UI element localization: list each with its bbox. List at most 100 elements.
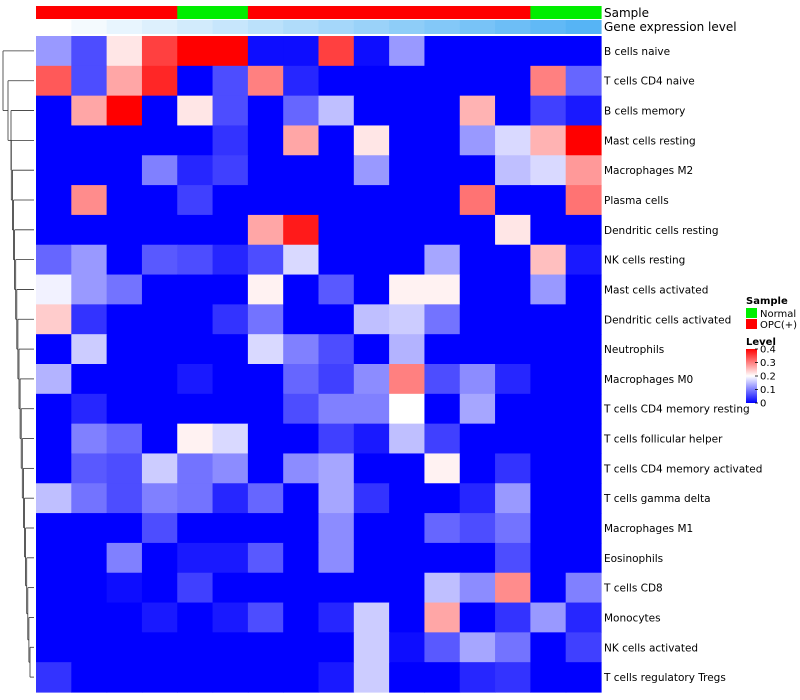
- heatmap-cell: [530, 185, 567, 216]
- heatmap-cell: [106, 662, 143, 693]
- sample-annotation-cell: [141, 6, 178, 19]
- heatmap-cell: [353, 393, 390, 425]
- heatmap-cell: [459, 542, 496, 574]
- heatmap-cell: [353, 244, 390, 276]
- heatmap-cell: [353, 95, 390, 127]
- sample-annotation-label: Sample: [604, 6, 649, 20]
- heatmap-cell: [212, 334, 249, 365]
- heatmap-cell: [530, 274, 567, 305]
- row-label: T cells CD4 memory resting: [603, 404, 750, 416]
- heatmap-cell: [424, 214, 461, 246]
- heatmap-cell: [318, 65, 355, 97]
- heatmap-cell: [247, 572, 284, 604]
- heatmap-cell: [247, 632, 284, 663]
- heatmap-cell: [318, 185, 355, 216]
- heatmap-cell: [389, 513, 426, 544]
- heatmap-cell: [530, 334, 567, 365]
- heatmap-cell: [106, 542, 143, 574]
- heatmap-cell: [141, 65, 178, 97]
- heatmap-cell: [141, 572, 178, 604]
- heatmap-cell: [389, 304, 426, 335]
- sample-annotation-cell: [106, 6, 143, 19]
- heatmap-cell: [459, 393, 496, 425]
- heatmap-cell: [318, 364, 355, 395]
- heatmap-cell: [106, 602, 143, 633]
- heatmap-cell: [389, 36, 426, 67]
- heatmap-cell: [565, 155, 602, 186]
- heatmap-cell: [283, 125, 320, 156]
- heatmap-cell: [141, 125, 178, 156]
- heatmap-cell: [177, 65, 214, 97]
- heatmap-cell: [565, 125, 602, 156]
- heatmap-cell: [530, 65, 567, 97]
- heatmap-cell: [459, 95, 496, 127]
- heatmap-cell: [318, 542, 355, 574]
- heatmap-cell: [565, 95, 602, 127]
- heatmap-cell: [353, 423, 390, 455]
- row-dendrogram: [2, 50, 34, 678]
- heatmap-cell: [565, 423, 602, 455]
- row-label: Mast cells activated: [604, 284, 708, 296]
- heatmap-cell: [177, 483, 214, 514]
- heatmap-cell: [318, 214, 355, 246]
- heatmap-cell: [71, 483, 108, 514]
- heatmap-cell: [247, 244, 284, 276]
- heatmap-cell: [495, 65, 531, 97]
- heatmap-cell: [318, 36, 355, 67]
- heatmap-cell: [71, 214, 108, 246]
- heatmap-cell: [565, 364, 602, 395]
- heatmap-cell: [212, 36, 249, 67]
- heatmap-cell: [247, 95, 284, 127]
- gene-expression-annotation-cell: [318, 20, 355, 34]
- sample-annotation-bar: [36, 6, 602, 19]
- heatmap-cell: [106, 393, 143, 425]
- heatmap-cell: [495, 334, 531, 365]
- heatmap-cell: [212, 572, 249, 604]
- heatmap-cell: [106, 423, 143, 455]
- heatmap-cell: [353, 513, 390, 544]
- heatmap-cell: [141, 662, 178, 693]
- row-label: Macrophages M2: [604, 165, 693, 177]
- heatmap-cell: [141, 334, 178, 365]
- heatmap-cell: [424, 632, 461, 663]
- heatmap-cell: [318, 393, 355, 425]
- heatmap-cell: [212, 364, 249, 395]
- heatmap-cell: [106, 304, 143, 335]
- heatmap-cell: [177, 632, 214, 663]
- heatmap-cell: [36, 393, 72, 425]
- heatmap-cell: [530, 36, 567, 67]
- row-label: T cells CD8: [603, 583, 663, 595]
- heatmap-cell: [389, 453, 426, 484]
- heatmap-cell: [177, 95, 214, 127]
- heatmap-cell: [212, 65, 249, 97]
- heatmap-cell: [177, 125, 214, 156]
- heatmap-cell: [459, 334, 496, 365]
- row-label: Macrophages M1: [604, 523, 693, 535]
- row-label: T cells gamma delta: [603, 493, 711, 505]
- sample-annotation-cell: [36, 6, 72, 19]
- heatmap-cell: [565, 513, 602, 544]
- heatmap-cell: [212, 602, 249, 633]
- heatmap-cell: [177, 304, 214, 335]
- heatmap-cell: [283, 304, 320, 335]
- heatmap-cell: [424, 572, 461, 604]
- heatmap-cell: [459, 483, 496, 514]
- heatmap-cell: [36, 334, 72, 365]
- heatmap-cell: [318, 513, 355, 544]
- heatmap-cell: [353, 453, 390, 484]
- row-label: Plasma cells: [604, 195, 669, 207]
- heatmap-cell: [141, 483, 178, 514]
- heatmap-cell: [495, 36, 531, 67]
- heatmap-cell: [389, 632, 426, 663]
- heatmap-cell: [212, 155, 249, 186]
- heatmap-cell: [565, 36, 602, 67]
- heatmap-cell: [141, 542, 178, 574]
- heatmap-cell: [353, 572, 390, 604]
- heatmap-cell: [247, 364, 284, 395]
- heatmap-cell: [141, 364, 178, 395]
- heatmap-cell: [106, 364, 143, 395]
- heatmap-cell: [318, 125, 355, 156]
- heatmap-cell: [71, 364, 108, 395]
